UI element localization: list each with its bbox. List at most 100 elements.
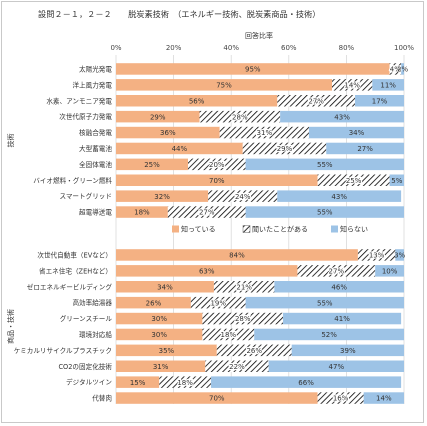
group-label: 技術 bbox=[6, 134, 15, 148]
legend-label: 知らない bbox=[340, 225, 368, 234]
bar-segment-know bbox=[116, 190, 209, 202]
data-label: 24% bbox=[235, 193, 251, 201]
data-label: 30% bbox=[151, 331, 167, 339]
category-label: 代替肉 bbox=[92, 394, 112, 403]
bar-segment-heard bbox=[389, 63, 402, 75]
data-label: 43% bbox=[331, 193, 347, 201]
category-label: バイオ燃料・グリーン燃料 bbox=[33, 176, 112, 185]
data-label: 29% bbox=[277, 145, 293, 153]
data-label: 47% bbox=[329, 363, 345, 371]
bar-segment-know bbox=[116, 63, 390, 75]
axis-title: 回答比率 bbox=[245, 31, 273, 40]
data-label: 11% bbox=[380, 81, 396, 89]
bar-segment-heard bbox=[167, 206, 246, 218]
category-label: 水素、アンモニア発電 bbox=[46, 96, 112, 105]
category-label: 太陽光発電 bbox=[79, 64, 112, 73]
bar-segment-know bbox=[116, 158, 188, 171]
bar-segment-heard bbox=[202, 328, 255, 341]
bar-segment-heard bbox=[317, 174, 390, 186]
data-label: 10% bbox=[382, 267, 398, 275]
data-label: 27% bbox=[329, 267, 345, 275]
bar-segment-dont_know bbox=[355, 95, 404, 107]
bar-segment-dont_know bbox=[389, 174, 404, 186]
category-label: 省エネ住宅（ZEHなど） bbox=[39, 266, 112, 275]
data-label: 17% bbox=[372, 97, 388, 105]
bar-segment-know bbox=[116, 126, 220, 139]
data-label: 18% bbox=[177, 379, 193, 387]
x-tick-label: 80% bbox=[339, 44, 355, 52]
data-label: 44% bbox=[172, 145, 188, 153]
category-label: 次世代原子力発電 bbox=[59, 112, 112, 121]
data-label: 35% bbox=[159, 347, 175, 355]
data-label: 95% bbox=[245, 66, 261, 74]
data-label: 70% bbox=[209, 395, 225, 403]
category-label: グリーンスチール bbox=[60, 314, 113, 323]
data-label: 27% bbox=[199, 209, 215, 217]
data-label: 43% bbox=[334, 113, 350, 121]
chart-title: 設問２－１，２－２ 脱炭素技術 （エネルギー技術、脱炭素商品・技術） bbox=[38, 9, 320, 19]
data-label: 4% bbox=[390, 66, 401, 74]
bar-segment-heard bbox=[188, 158, 246, 171]
data-label: 55% bbox=[317, 299, 333, 307]
x-tick-label: 20% bbox=[166, 44, 182, 52]
bar-segment-dont_know bbox=[395, 249, 404, 261]
bar-segment-heard bbox=[213, 281, 275, 293]
category-label: 環境対応船 bbox=[79, 330, 112, 339]
bar-layer bbox=[116, 63, 404, 404]
data-label: 28% bbox=[232, 113, 248, 121]
data-label: 36% bbox=[160, 129, 176, 137]
category-label: ケミカルリサイクルプラスチック bbox=[14, 347, 112, 355]
bar-segment-dont_know bbox=[245, 296, 404, 309]
data-label: 26% bbox=[246, 347, 262, 355]
category-label: デジタルツイン bbox=[66, 378, 112, 387]
data-label: 19% bbox=[210, 299, 226, 307]
data-label: 21% bbox=[236, 283, 252, 291]
bar-segment-dont_know bbox=[274, 281, 404, 293]
bar-segment-know bbox=[116, 206, 168, 218]
bar-segment-heard bbox=[297, 265, 376, 277]
category-label: 全固体電池 bbox=[79, 160, 112, 169]
bar-segment-dont_know bbox=[245, 158, 404, 171]
data-label: 34% bbox=[157, 283, 173, 291]
label-layer: 0% 20% 40% 60% 80% 100% 太陽光発電 95% 4%2% 洋上風力発電 75% 1… bbox=[6, 44, 414, 404]
data-label: 63% bbox=[199, 267, 215, 275]
data-label: 18% bbox=[221, 331, 237, 339]
category-label: ゼロエネルギービルディング bbox=[27, 282, 113, 291]
bar-segment-dont_know bbox=[245, 206, 404, 218]
data-label: 70% bbox=[209, 177, 225, 185]
legend-swatch bbox=[242, 225, 251, 233]
bar-segment-know bbox=[116, 265, 298, 277]
data-label: 26% bbox=[146, 299, 162, 307]
bar-segment-dont_know bbox=[375, 265, 404, 277]
bar-segment-dont_know bbox=[326, 142, 404, 155]
bar-segment-dont_know bbox=[363, 392, 404, 404]
legend-swatch bbox=[331, 225, 338, 233]
bar-segment-know bbox=[116, 360, 206, 372]
bar-segment-dont_know bbox=[291, 344, 404, 357]
bar-segment-heard bbox=[277, 95, 356, 107]
category-label: 高効率給湯器 bbox=[72, 298, 112, 307]
bar-segment-heard bbox=[202, 312, 284, 325]
data-label: 56% bbox=[189, 97, 205, 105]
x-tick-label: 60% bbox=[281, 44, 297, 52]
bar-segment-dont_know bbox=[280, 110, 404, 123]
data-label: 75% bbox=[216, 81, 232, 89]
bar-segment-heard bbox=[357, 249, 396, 261]
bar-segment-heard bbox=[205, 360, 269, 372]
data-label: 31% bbox=[153, 363, 169, 371]
data-label: 15% bbox=[130, 379, 146, 387]
data-label: 5% bbox=[391, 177, 402, 185]
bar-segment-know bbox=[116, 249, 358, 261]
bar-segment-know bbox=[116, 142, 243, 155]
data-label: 13% bbox=[369, 252, 385, 260]
bar-segment-heard bbox=[199, 110, 281, 123]
bar-segment-heard bbox=[219, 126, 309, 139]
x-tick-label: 40% bbox=[223, 44, 239, 52]
data-label: 14% bbox=[344, 81, 360, 89]
bar-segment-know bbox=[116, 392, 318, 404]
data-label: 18% bbox=[134, 209, 150, 217]
data-label: 28% bbox=[235, 315, 251, 323]
data-label: 20% bbox=[209, 161, 225, 169]
x-tick-label: 100% bbox=[394, 44, 414, 52]
